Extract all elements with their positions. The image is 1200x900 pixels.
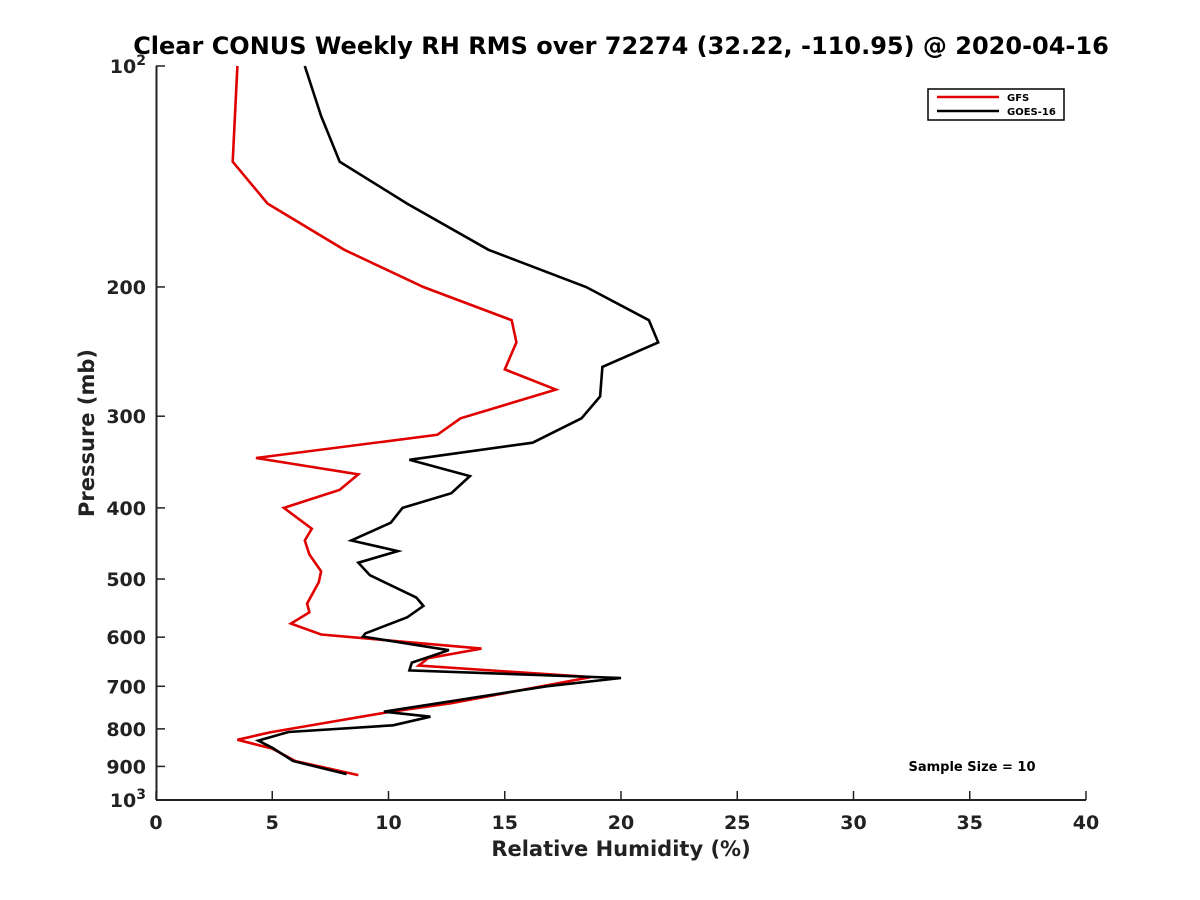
x-tick-label: 5: [266, 812, 279, 834]
x-tick-label: 0: [149, 812, 162, 834]
y-axis-label: Pressure (mb): [75, 349, 99, 517]
y-tick-label: 400: [106, 498, 146, 520]
plot-area: [155, 66, 1086, 801]
x-tick-label: 10: [375, 812, 401, 834]
y-tick-label: 600: [106, 627, 146, 649]
y-tick-label-base: 500: [106, 569, 146, 591]
x-tick-label: 25: [724, 812, 750, 834]
y-tick-label: 102: [110, 53, 146, 78]
y-tick-label-base: 700: [106, 676, 146, 698]
y-tick-label-base: 10: [110, 56, 136, 78]
series-line-gfs: [231, 65, 592, 777]
legend-box: [927, 88, 1065, 121]
y-tick-label: 800: [106, 719, 146, 741]
x-tick-label: 20: [608, 812, 634, 834]
x-axis-ticks: 0 5 10 15 20 25 30 35 40: [149, 791, 1099, 834]
y-tick-label: 500: [106, 569, 146, 591]
x-tick-label: 35: [957, 812, 983, 834]
y-tick-label: 300: [106, 406, 146, 428]
x-tick-label: 40: [1073, 812, 1099, 834]
y-tick-label-base: 900: [106, 756, 146, 778]
chart-title: Clear CONUS Weekly RH RMS over 72274 (32…: [133, 32, 1109, 60]
series-layer: [231, 65, 660, 777]
series-line-goes-16: [254, 65, 660, 776]
y-tick-label: 900: [106, 756, 146, 778]
y-tick-label: 700: [106, 676, 146, 698]
legend-label-gfs: GFS: [1007, 93, 1029, 104]
y-tick-label: 103: [110, 787, 146, 812]
y-tick-label: 200: [106, 277, 146, 299]
y-tick-label-base: 200: [106, 277, 146, 299]
y-tick-label-exponent: 2: [136, 53, 146, 69]
sample-size-annotation: Sample Size = 10: [908, 760, 1035, 775]
x-axis-label: Relative Humidity (%): [491, 837, 750, 861]
y-tick-label-base: 800: [106, 719, 146, 741]
x-tick-label: 30: [840, 812, 866, 834]
x-tick-label: 15: [492, 812, 518, 834]
y-tick-label-base: 300: [106, 406, 146, 428]
y-tick-label-base: 400: [106, 498, 146, 520]
y-tick-label-base: 10: [110, 790, 136, 812]
legend: GFS GOES-16: [927, 88, 1065, 121]
legend-label-goes16: GOES-16: [1007, 107, 1056, 118]
y-tick-label-base: 600: [106, 627, 146, 649]
y-tick-label-exponent: 3: [136, 787, 146, 803]
